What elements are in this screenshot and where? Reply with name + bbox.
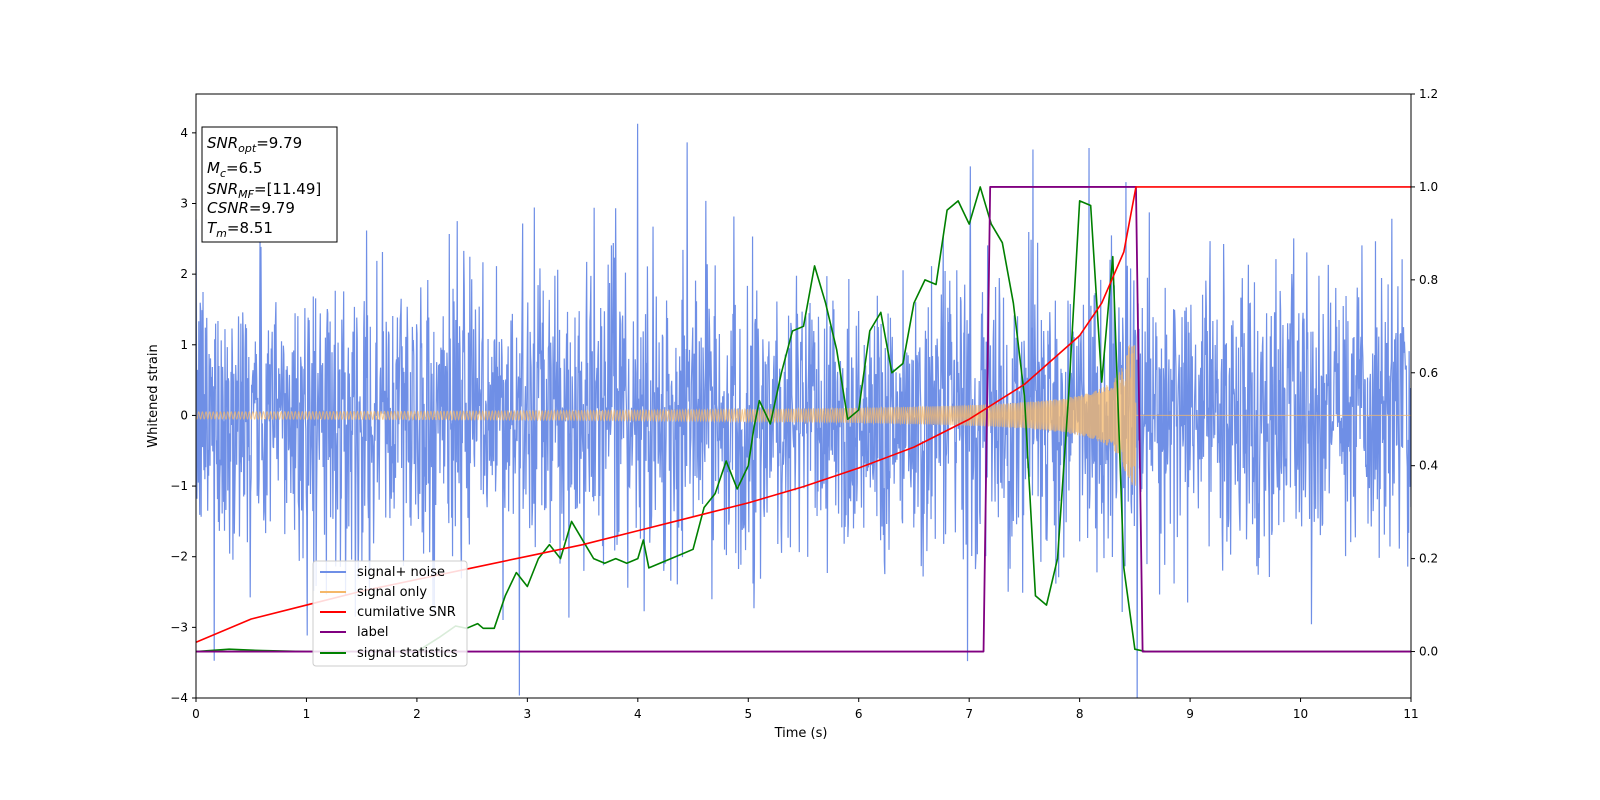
stats-annotation: SNRopt=9.79 Mc=6.5 SNRMF=[11.49] CSNR=9.…	[201, 126, 338, 243]
axes: 0 1 2 3 4 5 6 7 8 9 10 11 −4 −3 −2 −1 0 1 2 3 4 0.0 0.2 0.4 0.6 0…	[170, 87, 1438, 721]
y2-tick-label: 0.4	[1419, 459, 1438, 473]
x-tick-label: 2	[413, 707, 421, 721]
legend: signal+ noise signal only cumilative SNR…	[312, 560, 468, 667]
annotation-csnr: CSNR=9.79	[207, 199, 295, 217]
x-tick-label: 9	[1186, 707, 1194, 721]
legend-label-signal-noise: signal+ noise	[357, 565, 445, 580]
y2-tick-label: 0.0	[1419, 645, 1438, 659]
x-tick-label: 4	[634, 707, 642, 721]
y-axis-label: Whitened strain	[146, 344, 161, 447]
series-signal-only-line	[196, 344, 1411, 486]
x-tick-label: 0	[192, 707, 200, 721]
x-tick-label: 8	[1076, 707, 1084, 721]
y2-tick-label: 0.2	[1419, 552, 1438, 566]
x-tick-label: 5	[744, 707, 752, 721]
x-axis-label: Time (s)	[774, 726, 828, 741]
annotation-box	[201, 126, 338, 243]
y-tick-label: −2	[170, 550, 188, 564]
legend-label-signal-only: signal only	[357, 585, 427, 600]
legend-label-label: label	[357, 625, 388, 640]
y-tick-label: 4	[180, 126, 188, 140]
y-tick-label: 3	[180, 196, 188, 210]
x-tick-label: 1	[303, 707, 311, 721]
series-signal-noise-line	[196, 123, 1411, 698]
y-tick-label: 1	[180, 338, 188, 352]
y-tick-label: 2	[180, 267, 188, 281]
axes-frame	[195, 93, 1412, 699]
series-signal-statistics-line	[196, 186, 1411, 653]
y2-tick-label: 1.0	[1419, 180, 1438, 194]
annotation-mc: Mc=6.5	[207, 159, 262, 180]
y-tick-label: −3	[170, 620, 188, 634]
annotation-snr-mf: SNRMF=[11.49]	[207, 180, 321, 201]
legend-box	[312, 560, 468, 667]
y2-tick-label: 1.2	[1419, 87, 1438, 101]
x-tick-label: 7	[965, 707, 973, 721]
x-tick-label: 3	[524, 707, 532, 721]
x-tick-label: 11	[1403, 707, 1418, 721]
x-tick-label: 10	[1293, 707, 1308, 721]
y-tick-label: 0	[180, 408, 188, 422]
legend-label-signal-statistics: signal statistics	[357, 646, 458, 661]
legend-label-cumulative-snr: cumilative SNR	[357, 605, 456, 620]
y2-tick-label: 0.6	[1419, 366, 1438, 380]
annotation-snr-opt: SNRopt=9.79	[207, 134, 302, 155]
y-tick-label: −1	[170, 479, 188, 493]
y2-tick-label: 0.8	[1419, 273, 1438, 287]
x-tick-label: 6	[855, 707, 863, 721]
series-label-line	[196, 186, 1411, 653]
y-tick-label: −4	[170, 691, 188, 705]
annotation-tm: Tm=8.51	[207, 219, 273, 240]
